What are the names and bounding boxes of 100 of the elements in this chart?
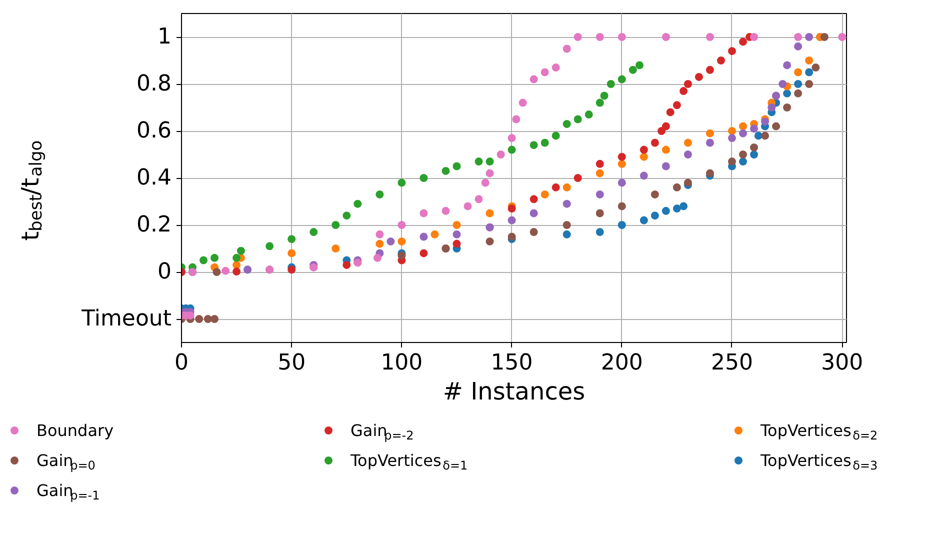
point <box>562 120 571 128</box>
point <box>618 221 626 229</box>
point <box>452 162 461 170</box>
point <box>288 249 296 258</box>
point <box>452 221 461 229</box>
point <box>204 315 212 323</box>
point <box>266 242 274 250</box>
point <box>618 75 626 84</box>
point <box>288 266 296 274</box>
point <box>420 249 428 258</box>
point <box>342 260 351 269</box>
point <box>706 129 714 138</box>
point <box>332 244 340 252</box>
point <box>562 200 571 208</box>
x-tick-label: 0 <box>174 350 188 376</box>
point <box>794 33 802 41</box>
point <box>600 92 608 100</box>
point <box>442 166 450 175</box>
point <box>540 138 549 147</box>
point <box>195 315 204 323</box>
point <box>540 190 549 198</box>
point <box>584 110 593 119</box>
point <box>596 33 604 41</box>
point <box>706 138 714 147</box>
point <box>398 178 406 187</box>
point <box>783 104 792 112</box>
point <box>574 174 582 182</box>
point <box>694 72 703 81</box>
point <box>452 240 461 248</box>
point <box>640 172 648 180</box>
y-tick-label: 0.2 <box>136 212 172 238</box>
point <box>640 152 648 161</box>
point <box>684 138 692 147</box>
point <box>739 122 748 130</box>
point <box>596 190 604 198</box>
point <box>596 98 604 107</box>
point <box>332 221 340 229</box>
legend-label: Boundary <box>36 421 114 440</box>
point <box>761 118 770 126</box>
point <box>430 230 439 238</box>
point <box>805 56 814 64</box>
point <box>794 42 802 50</box>
x-tick-label: 100 <box>380 350 423 376</box>
point <box>838 33 846 41</box>
y-tick-label: 1 <box>158 24 172 50</box>
point <box>618 178 626 187</box>
point <box>518 98 527 107</box>
point <box>508 134 516 142</box>
point <box>530 75 538 84</box>
point <box>761 132 770 140</box>
point <box>672 204 681 213</box>
point <box>562 230 571 238</box>
point <box>650 212 659 220</box>
point <box>486 209 494 218</box>
point <box>596 228 604 236</box>
point <box>783 89 792 98</box>
point <box>398 237 406 246</box>
point <box>574 33 582 41</box>
point <box>706 66 714 74</box>
point <box>750 33 758 41</box>
point <box>508 146 516 154</box>
x-tick-label: 150 <box>490 350 533 376</box>
y-tick-label: 0.4 <box>136 166 172 190</box>
point <box>596 209 604 218</box>
point <box>728 158 736 166</box>
point <box>596 169 604 178</box>
point <box>552 183 560 192</box>
point <box>684 80 692 88</box>
point <box>728 47 736 56</box>
point <box>794 89 802 98</box>
x-tick-label: 200 <box>600 350 643 376</box>
point <box>794 80 802 88</box>
point <box>496 150 505 158</box>
point <box>805 68 814 76</box>
point <box>310 228 318 236</box>
point <box>530 209 538 218</box>
point <box>662 122 670 130</box>
point <box>232 254 241 262</box>
point <box>474 195 483 204</box>
point <box>618 202 626 210</box>
point <box>768 104 776 112</box>
point <box>662 206 670 215</box>
point <box>739 129 748 138</box>
point <box>420 232 428 241</box>
point <box>562 183 571 192</box>
point <box>820 33 828 41</box>
point <box>706 33 714 41</box>
x-tick-label: 50 <box>278 350 306 376</box>
point <box>672 183 681 192</box>
point <box>680 87 688 96</box>
point <box>739 158 748 166</box>
point <box>728 127 736 135</box>
point <box>640 146 648 154</box>
point <box>684 150 692 158</box>
point <box>750 150 758 158</box>
point <box>386 237 395 246</box>
point <box>508 216 516 224</box>
point <box>420 209 428 218</box>
point <box>420 174 428 182</box>
point <box>398 221 406 229</box>
